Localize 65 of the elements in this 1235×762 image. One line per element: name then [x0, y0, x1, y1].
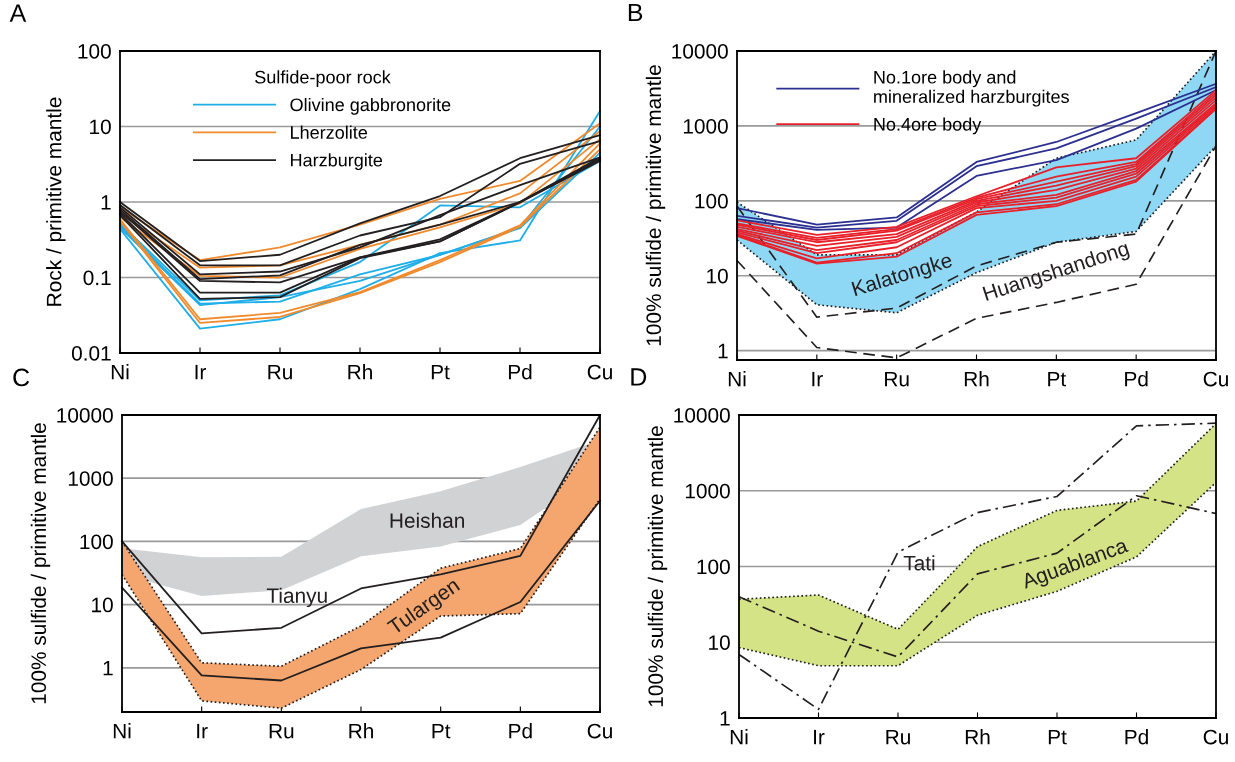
- y-tick-label: 10: [92, 597, 113, 613]
- x-tick-label: Ru: [269, 723, 294, 739]
- chart-title: A: [9, 4, 27, 22]
- y-tick-label: 10: [709, 635, 730, 650]
- y-tick-label: 10000: [674, 408, 730, 423]
- x-tick-label: Pt: [1048, 729, 1067, 745]
- legend-title: Sulfide-poor rock: [255, 70, 391, 88]
- x-tick-label: Pd: [1125, 371, 1148, 387]
- x-tick-label: Pd: [1125, 729, 1148, 745]
- y-axis-title: 100% sulfide / primitive mantle: [30, 423, 51, 704]
- x-tick-label: Ru: [268, 364, 292, 380]
- legend-label: Olivine gabbronorite: [290, 97, 451, 115]
- x-tick-label: Rh: [965, 729, 990, 745]
- x-tick-label: Rh: [964, 371, 989, 387]
- x-tick-label: Rh: [349, 723, 373, 739]
- x-tick-label: Ni: [111, 364, 129, 380]
- y-tick-label: 10: [90, 119, 111, 135]
- x-tick-label: Pt: [1048, 371, 1067, 387]
- x-tick-label: Ni: [730, 729, 748, 745]
- chart-title: C: [13, 368, 30, 387]
- y-axis-title: 100% sulfide / primitive mantle: [647, 426, 668, 707]
- x-tick-label: Pt: [431, 364, 450, 380]
- y-tick-label: 1000: [68, 471, 113, 486]
- annotation: Heishan: [390, 512, 464, 528]
- x-tick-label: Pd: [508, 364, 532, 380]
- y-tick-label: 0.1: [83, 270, 111, 286]
- x-tick-label: Pt: [432, 723, 451, 739]
- y-tick-label: 10: [707, 268, 728, 284]
- y-axis-title: Rock / primitive mantle: [46, 97, 66, 306]
- y-tick-label: 1000: [683, 118, 728, 134]
- y-tick-label: 1: [720, 711, 730, 726]
- x-tick-label: Ru: [885, 371, 909, 387]
- x-tick-label: Ir: [195, 364, 207, 380]
- x-tick-label: Cu: [1203, 729, 1228, 745]
- y-tick-label: 1: [718, 343, 728, 359]
- annotation: Tianyu: [266, 587, 327, 608]
- x-tick-label: Ir: [812, 371, 823, 387]
- y-tick-label: 1: [103, 661, 113, 676]
- chart-title: B: [628, 3, 643, 22]
- x-tick-label: Ni: [728, 371, 746, 387]
- y-axis-title: 100% sulfide / primitive mantle: [645, 65, 666, 346]
- y-tick-label: 100: [697, 559, 730, 575]
- y-tick-label: 10000: [57, 408, 113, 423]
- y-tick-label: 100: [695, 193, 728, 209]
- y-tick-label: 1: [101, 195, 111, 210]
- y-tick-label: 100: [80, 534, 113, 550]
- y-tick-label: 1000: [685, 483, 730, 499]
- x-tick-label: Ir: [197, 723, 208, 739]
- y-tick-label: 10000: [672, 44, 728, 59]
- legend-label: Lherzolite: [291, 125, 368, 139]
- x-tick-label: Ni: [113, 723, 131, 739]
- x-tick-label: Pd: [509, 723, 532, 739]
- chart-title: D: [631, 368, 647, 386]
- x-tick-label: Ru: [886, 729, 910, 745]
- x-tick-label: Cu: [587, 364, 612, 380]
- y-tick-label: 0.01: [71, 346, 111, 361]
- legend-label: No.4ore body: [874, 117, 982, 135]
- annotation: Tati: [903, 555, 935, 571]
- legend-label: No.1ore body and mineralized harzburgites: [874, 70, 1069, 107]
- x-tick-label: Cu: [587, 723, 612, 739]
- x-tick-label: Rh: [348, 364, 372, 380]
- x-tick-label: Ir: [814, 729, 825, 745]
- y-tick-label: 100: [78, 44, 111, 59]
- x-tick-label: Cu: [1203, 371, 1228, 387]
- legend-label: Harzburgite: [291, 153, 383, 171]
